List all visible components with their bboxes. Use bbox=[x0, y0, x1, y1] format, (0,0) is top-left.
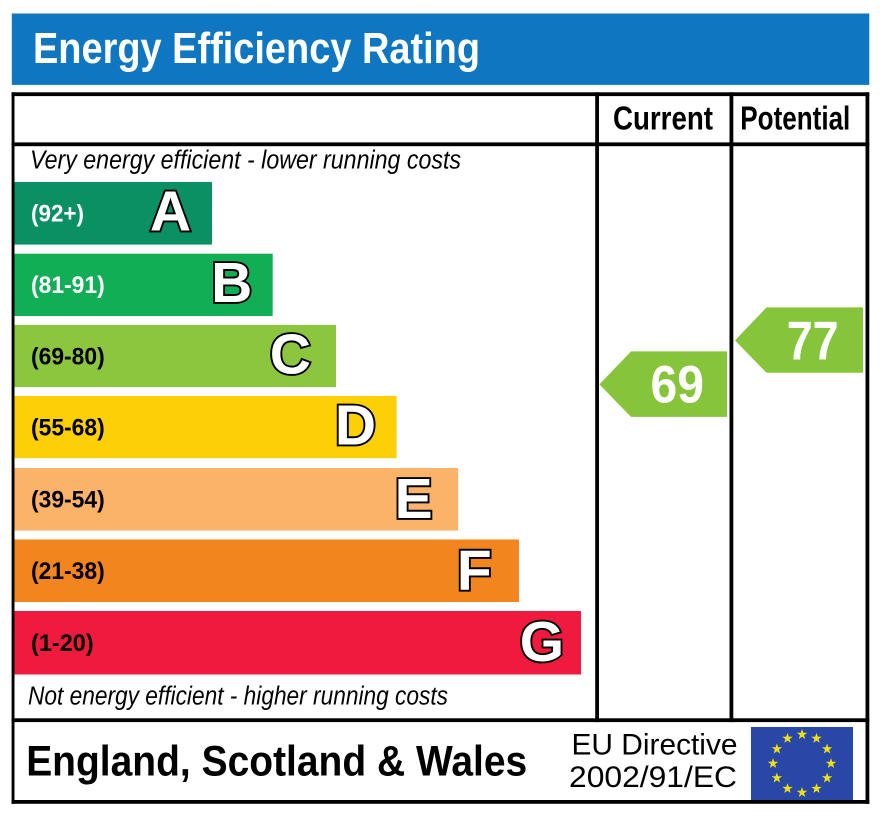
svg-text:E: E bbox=[395, 467, 433, 531]
svg-text:F: F bbox=[457, 539, 492, 603]
svg-text:77: 77 bbox=[787, 310, 839, 372]
svg-text:(55-68): (55-68) bbox=[31, 414, 105, 441]
svg-text:G: G bbox=[520, 610, 564, 674]
svg-text:Very energy efficient - lower: Very energy efficient - lower running co… bbox=[30, 147, 461, 175]
svg-text:(81-91): (81-91) bbox=[31, 272, 105, 299]
svg-text:England, Scotland & Wales: England, Scotland & Wales bbox=[26, 738, 527, 786]
svg-text:D: D bbox=[335, 393, 376, 457]
svg-text:Current: Current bbox=[613, 100, 713, 137]
svg-text:C: C bbox=[270, 323, 311, 387]
svg-text:(69-80): (69-80) bbox=[31, 343, 105, 370]
svg-text:69: 69 bbox=[651, 355, 705, 414]
svg-text:B: B bbox=[211, 251, 252, 315]
svg-text:EU Directive: EU Directive bbox=[572, 728, 738, 761]
svg-text:(21-38): (21-38) bbox=[31, 558, 105, 585]
svg-text:Energy Efficiency Rating: Energy Efficiency Rating bbox=[33, 25, 480, 73]
svg-text:A: A bbox=[150, 180, 191, 244]
svg-text:Not energy efficient - higher: Not energy efficient - higher running co… bbox=[28, 683, 448, 711]
svg-text:(39-54): (39-54) bbox=[31, 487, 105, 514]
svg-text:2002/91/EC: 2002/91/EC bbox=[569, 761, 737, 794]
svg-text:(1-20): (1-20) bbox=[31, 630, 94, 657]
svg-text:Potential: Potential bbox=[740, 100, 850, 137]
svg-text:(92+): (92+) bbox=[31, 201, 84, 228]
